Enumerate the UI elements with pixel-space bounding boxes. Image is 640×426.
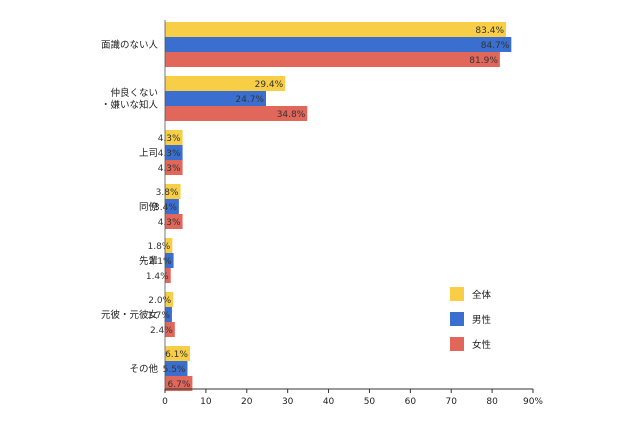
legend-label-0: 全体 (472, 289, 492, 301)
bar-3-1 (165, 199, 179, 214)
data-label-2-2: 4.3% (158, 164, 181, 174)
bar-3-0 (165, 184, 181, 199)
data-label-0-1: 84.7% (481, 41, 510, 51)
bar-0-2 (165, 52, 500, 67)
x-tick-label-9: 90% (523, 397, 543, 407)
x-tick-label-4: 40 (323, 397, 335, 407)
bar-6-0 (165, 346, 190, 361)
x-tick-label-5: 50 (364, 397, 376, 407)
x-tick-label-1: 10 (200, 397, 212, 407)
data-label-5-2: 2.4% (150, 326, 173, 336)
legend-swatch-0 (450, 287, 464, 301)
category-label-2: 上司 (139, 148, 158, 159)
bar-5-1 (165, 307, 172, 322)
x-tick-label-8: 80 (486, 397, 498, 407)
bar-0-0 (165, 22, 507, 37)
bar-6-1 (165, 361, 188, 376)
data-label-0-0: 83.4% (475, 26, 504, 36)
legend-label-2: 女性 (472, 339, 492, 351)
bar-5-0 (165, 292, 174, 307)
data-label-6-2: 6.7% (168, 380, 191, 390)
data-label-1-0: 29.4% (255, 80, 284, 90)
legend-swatch-1 (450, 312, 464, 326)
category-label-6: その他 (129, 363, 158, 375)
bar-5-2 (165, 322, 175, 337)
data-label-4-0: 1.8% (147, 242, 170, 252)
x-tick-label-0: 0 (162, 397, 168, 407)
category-label-1-0: 仲良くない (110, 87, 158, 99)
data-label-6-0: 6.1% (165, 350, 188, 360)
data-label-6-1: 5.5% (163, 365, 186, 375)
bar-1-2 (165, 106, 308, 121)
legend-swatch-2 (450, 337, 464, 351)
x-tick-label-3: 30 (282, 397, 294, 407)
category-label-0: 面識のない人 (101, 39, 159, 51)
category-label-3: 同僚 (139, 201, 159, 213)
data-label-4-2: 1.4% (146, 272, 169, 282)
bar-1-1 (165, 91, 266, 106)
data-label-3-2: 4.3% (158, 218, 181, 228)
bar-3-2 (165, 214, 183, 229)
data-label-5-1: 1.7% (147, 311, 170, 321)
bar-1-0 (165, 76, 286, 91)
bar-6-2 (165, 376, 193, 391)
bar-4-0 (165, 238, 173, 253)
data-label-1-2: 34.8% (277, 110, 306, 120)
data-label-2-1: 4.3% (158, 149, 181, 159)
data-label-5-0: 2.0% (148, 296, 171, 306)
bar-0-1 (165, 37, 512, 52)
data-label-3-1: 3.4% (154, 203, 177, 213)
category-label-5: 元彼・元彼女 (101, 309, 158, 321)
data-label-2-0: 4.3% (158, 134, 181, 144)
data-label-4-1: 2.1% (149, 257, 172, 267)
bar-4-2 (165, 268, 171, 283)
data-label-0-2: 81.9% (469, 56, 498, 66)
bar-2-2 (165, 160, 183, 175)
bar-4-1 (165, 253, 174, 268)
data-label-1-1: 24.7% (235, 95, 264, 105)
x-tick-label-6: 60 (405, 397, 417, 407)
data-label-3-0: 3.8% (156, 188, 179, 198)
legend-label-1: 男性 (472, 314, 492, 326)
x-tick-label-2: 20 (241, 397, 253, 407)
bar-2-0 (165, 130, 183, 145)
category-label-4: 先輩 (139, 255, 158, 267)
x-tick-label-7: 70 (445, 397, 457, 407)
bar-2-1 (165, 145, 183, 160)
category-label-1-1: ・嫌いな知人 (101, 99, 159, 111)
